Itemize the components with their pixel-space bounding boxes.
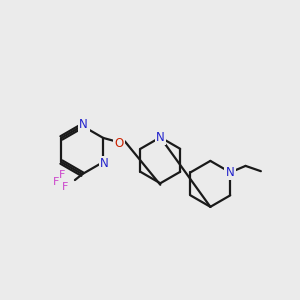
Text: F: F (59, 170, 66, 180)
Text: N: N (226, 166, 235, 179)
Text: F: F (52, 177, 59, 187)
Text: N: N (80, 118, 88, 131)
Text: N: N (156, 131, 165, 144)
Text: N: N (100, 157, 109, 170)
Text: F: F (61, 182, 68, 192)
Text: O: O (115, 137, 124, 150)
